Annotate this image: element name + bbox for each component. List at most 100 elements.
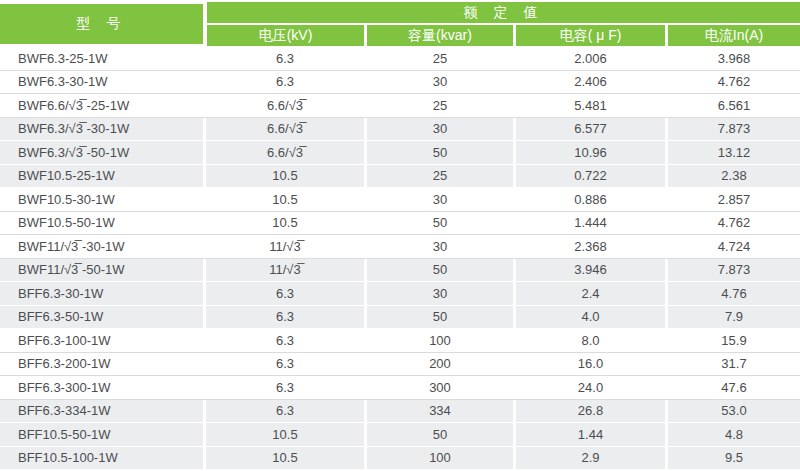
capacity-cell: 25 <box>364 165 513 188</box>
capacitance-cell: 3.946 <box>513 259 665 282</box>
subheader-row: 电压(kV) 容量(kvar) 电容( μ F) 电流In(A) <box>207 25 800 46</box>
capacity-cell: 25 <box>364 94 513 117</box>
capacity-cell: 100 <box>364 329 513 352</box>
table-row: BWF10.5-50-1W10.5501.4444.762 <box>0 212 800 236</box>
capacity-cell: 25 <box>364 47 513 70</box>
current-cell: 7.873 <box>665 118 800 141</box>
capacitance-cell: 16.0 <box>513 353 665 376</box>
capacity-cell: 30 <box>364 188 513 211</box>
table-row: BWF6.3-30-1W6.3302.4064.762 <box>0 71 800 95</box>
table-row: BWF10.5-25-1W10.5250.7222.38 <box>0 165 800 189</box>
table-row: BWF10.5-30-1W10.5300.8862.857 <box>0 188 800 212</box>
capacitance-cell: 10.96 <box>513 141 665 164</box>
voltage-cell: 6.3 <box>203 329 364 352</box>
current-cell: 9.5 <box>665 447 800 470</box>
capacitance-column-header: 电容( μ F) <box>513 25 665 46</box>
voltage-cell: 6.6/√3̅ <box>203 118 364 141</box>
voltage-cell: 6.6/√3̅ <box>203 94 364 117</box>
table-body: BWF6.3-25-1W6.3252.0063.968BWF6.3-30-1W6… <box>0 47 800 470</box>
table-row: BFF6.3-200-1W6.320016.031.7 <box>0 353 800 377</box>
capacitance-cell: 1.44 <box>513 423 665 446</box>
model-cell: BFF6.3-50-1W <box>0 306 203 329</box>
capacitance-cell: 5.481 <box>513 94 665 117</box>
current-cell: 7.9 <box>665 306 800 329</box>
table-row: BWF11/√3̅ -50-1W11/√3̅503.9467.873 <box>0 259 800 283</box>
current-cell: 4.762 <box>665 212 800 235</box>
current-cell: 3.968 <box>665 47 800 70</box>
capacitance-cell: 1.444 <box>513 212 665 235</box>
table-row: BFF10.5-50-1W10.5501.444.8 <box>0 423 800 447</box>
capacitance-cell: 0.722 <box>513 165 665 188</box>
capacitance-cell: 2.406 <box>513 71 665 94</box>
capacity-cell: 100 <box>364 447 513 470</box>
table-row: BWF6.3/√3̅ -30-1W6.6/√3̅306.5777.873 <box>0 118 800 142</box>
capacity-cell: 50 <box>364 141 513 164</box>
voltage-cell: 6.3 <box>203 282 364 305</box>
voltage-cell: 6.3 <box>203 306 364 329</box>
current-cell: 6.561 <box>665 94 800 117</box>
model-cell: BWF10.5-30-1W <box>0 188 203 211</box>
capacity-cell: 50 <box>364 212 513 235</box>
model-cell: BFF6.3-334-1W <box>0 400 203 423</box>
model-cell: BFF6.3-100-1W <box>0 329 203 352</box>
voltage-cell: 6.3 <box>203 376 364 399</box>
table-row: BWF6.3-25-1W6.3252.0063.968 <box>0 47 800 71</box>
capacitance-cell: 26.8 <box>513 400 665 423</box>
capacity-cell: 50 <box>364 259 513 282</box>
capacity-cell: 30 <box>364 71 513 94</box>
model-cell: BWF6.6/√3̅ -25-1W <box>0 94 203 117</box>
voltage-cell: 6.3 <box>203 353 364 376</box>
voltage-cell: 6.3 <box>203 47 364 70</box>
current-cell: 4.762 <box>665 71 800 94</box>
voltage-cell: 6.3 <box>203 71 364 94</box>
model-cell: BFF6.3-300-1W <box>0 376 203 399</box>
model-cell: BWF11/√3̅ -30-1W <box>0 235 203 258</box>
current-cell: 4.8 <box>665 423 800 446</box>
capacitance-cell: 4.0 <box>513 306 665 329</box>
current-cell: 47.6 <box>665 376 800 399</box>
capacity-cell: 30 <box>364 235 513 258</box>
current-cell: 2.38 <box>665 165 800 188</box>
table-row: BWF6.6/√3̅ -25-1W6.6/√3̅255.4816.561 <box>0 94 800 118</box>
voltage-cell: 10.5 <box>203 165 364 188</box>
capacitance-cell: 8.0 <box>513 329 665 352</box>
capacitance-cell: 2.9 <box>513 447 665 470</box>
model-cell: BWF6.3/√3̅ -30-1W <box>0 118 203 141</box>
voltage-cell: 11/√3̅ <box>203 259 364 282</box>
capacity-cell: 300 <box>364 376 513 399</box>
model-cell: BFF6.3-30-1W <box>0 282 203 305</box>
current-cell: 15.9 <box>665 329 800 352</box>
capacitance-cell: 24.0 <box>513 376 665 399</box>
model-cell: BWF11/√3̅ -50-1W <box>0 259 203 282</box>
current-cell: 2.857 <box>665 188 800 211</box>
capacity-cell: 334 <box>364 400 513 423</box>
capacity-cell: 30 <box>364 282 513 305</box>
capacitance-cell: 0.886 <box>513 188 665 211</box>
table-row: BFF6.3-50-1W6.3504.07.9 <box>0 306 800 330</box>
capacity-cell: 50 <box>364 306 513 329</box>
table-row: BWF11/√3̅ -30-1W11/√3̅302.3684.724 <box>0 235 800 259</box>
model-cell: BWF10.5-50-1W <box>0 212 203 235</box>
table-row: BFF6.3-30-1W6.3302.44.76 <box>0 282 800 306</box>
table-row: BWF6.3/√3̅ -50-1W6.6/√3̅5010.9613.12 <box>0 141 800 165</box>
table-row: BFF6.3-300-1W6.330024.047.6 <box>0 376 800 400</box>
current-column-header: 电流In(A) <box>665 25 800 46</box>
model-cell: BWF6.3/√3̅ -50-1W <box>0 141 203 164</box>
voltage-column-header: 电压(kV) <box>207 25 364 46</box>
capacitor-spec-table: 型 号 额 定 值 电压(kV) 容量(kvar) 电容( μ F) 电流In(… <box>0 0 800 471</box>
capacity-cell: 200 <box>364 353 513 376</box>
current-cell: 31.7 <box>665 353 800 376</box>
model-cell: BWF6.3-25-1W <box>0 47 203 70</box>
model-cell: BFF6.3-200-1W <box>0 353 203 376</box>
current-cell: 13.12 <box>665 141 800 164</box>
current-cell: 53.0 <box>665 400 800 423</box>
table-header: 型 号 额 定 值 电压(kV) 容量(kvar) 电容( μ F) 电流In(… <box>0 0 800 47</box>
voltage-cell: 11/√3̅ <box>203 235 364 258</box>
table-row: BFF10.5-100-1W10.51002.99.5 <box>0 447 800 471</box>
capacity-cell: 30 <box>364 118 513 141</box>
model-cell: BWF6.3-30-1W <box>0 71 203 94</box>
voltage-cell: 6.3 <box>203 400 364 423</box>
voltage-cell: 10.5 <box>203 447 364 470</box>
current-cell: 4.724 <box>665 235 800 258</box>
capacitance-cell: 2.4 <box>513 282 665 305</box>
